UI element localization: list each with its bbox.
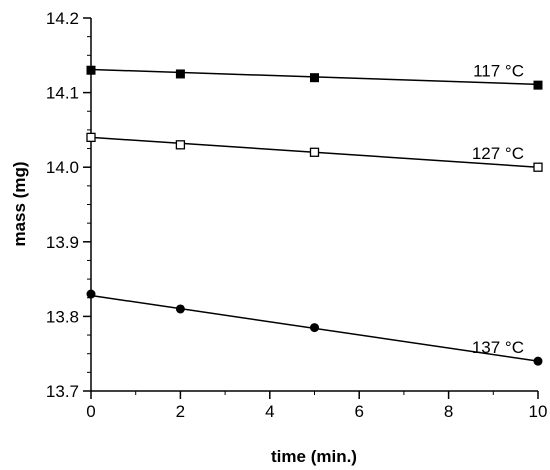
data-point [310, 73, 319, 83]
data-point [175, 69, 185, 79]
data-point [533, 162, 543, 172]
y-tick-label: 13.9 [46, 233, 79, 252]
data-point [310, 323, 319, 333]
data-point [533, 356, 543, 366]
data-point [86, 289, 96, 299]
data-point [86, 132, 96, 143]
series-2: 137 °C [86, 289, 543, 366]
series-label: 117 °C [473, 61, 524, 80]
x-tick-label: 0 [86, 402, 95, 421]
data-point [175, 304, 185, 314]
y-axis-title: mass (mg) [10, 161, 29, 246]
axes: 13.7 13.8 13.9 14.0 14.1 14.2 0 2 4 6 8 10 [46, 9, 548, 421]
y-tick-label: 14.0 [46, 158, 79, 177]
data-point [86, 65, 96, 75]
x-tick-label: 10 [529, 402, 548, 421]
series-layer: 117 °C 127 °C 137 °C [86, 61, 543, 366]
series-1: 127 °C [86, 132, 543, 172]
data-point [175, 140, 186, 150]
data-point [533, 80, 543, 90]
y-tick-label: 14.1 [46, 84, 79, 103]
x-tick-label: 8 [444, 402, 453, 421]
x-tick-label: 2 [176, 402, 185, 421]
y-tick-label: 13.8 [46, 307, 79, 326]
y-tick-label: 13.7 [46, 382, 79, 401]
data-point [309, 147, 320, 157]
x-tick-label: 4 [265, 402, 274, 421]
series-0: 117 °C [86, 61, 543, 90]
x-tick-label: 6 [354, 402, 363, 421]
y-tick-label: 14.2 [46, 9, 79, 28]
series-label: 127 °C [472, 144, 524, 163]
x-axis-title: time (min.) [271, 447, 357, 466]
series-label: 137 °C [472, 338, 524, 357]
